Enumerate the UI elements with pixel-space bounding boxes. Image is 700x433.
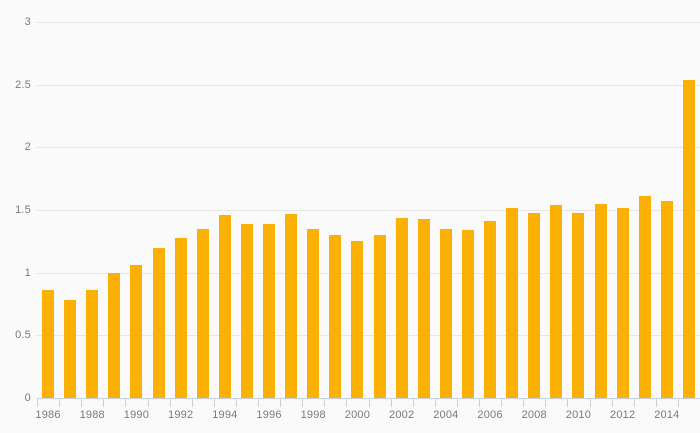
- x-axis-tick-label: 1994: [212, 409, 238, 421]
- bar[interactable]: [506, 207, 519, 398]
- x-axis-tick: [103, 398, 104, 407]
- bar[interactable]: [285, 213, 298, 398]
- y-axis-tick-label: 0: [24, 392, 31, 404]
- x-axis-tick: [346, 398, 347, 407]
- bar[interactable]: [329, 235, 342, 398]
- gridline: [37, 22, 700, 23]
- gridline: [37, 272, 700, 274]
- bar[interactable]: [64, 300, 77, 398]
- x-axis-tick: [192, 398, 193, 407]
- bar[interactable]: [439, 228, 452, 398]
- x-axis-tick: [324, 398, 325, 407]
- x-axis-tick: [413, 398, 414, 407]
- x-axis-tick: [545, 398, 546, 407]
- bar[interactable]: [528, 212, 541, 398]
- y-axis-tick-label: 1: [24, 266, 31, 279]
- x-axis-tick: [612, 398, 613, 407]
- bar[interactable]: [174, 237, 187, 398]
- gridline: [37, 210, 700, 211]
- x-axis-tick-label: 2010: [565, 409, 592, 421]
- plot-area: [37, 22, 700, 398]
- bar[interactable]: [218, 215, 231, 398]
- bar[interactable]: [638, 196, 651, 398]
- bars-layer: [37, 22, 700, 398]
- x-axis-tick: [369, 398, 370, 407]
- x-axis-ticks: [37, 398, 700, 408]
- bar[interactable]: [616, 207, 629, 398]
- bar[interactable]: [461, 230, 474, 398]
- bar[interactable]: [263, 223, 276, 398]
- bar[interactable]: [594, 203, 607, 398]
- bar[interactable]: [130, 265, 143, 398]
- x-axis-tick-label: 1988: [79, 409, 105, 421]
- x-axis-tick-label: 2002: [389, 409, 415, 421]
- bar[interactable]: [417, 218, 430, 398]
- y-axis-tick-label: 2: [24, 141, 31, 154]
- y-axis-tick-label: 0.5: [15, 329, 31, 342]
- bar[interactable]: [240, 223, 253, 398]
- bar[interactable]: [86, 290, 99, 398]
- x-axis-tick-label: 1998: [300, 409, 326, 421]
- x-axis-tick-label: 2014: [654, 409, 680, 421]
- x-axis-tick: [170, 398, 171, 407]
- x-axis-tick-label: 1996: [256, 409, 282, 421]
- bar[interactable]: [395, 217, 408, 398]
- x-axis-tick: [523, 398, 524, 407]
- x-axis-tick: [501, 398, 502, 407]
- bar[interactable]: [484, 221, 497, 398]
- bar[interactable]: [660, 201, 673, 398]
- x-axis-tick: [678, 398, 679, 407]
- x-axis-tick: [567, 398, 568, 407]
- x-axis-tick-label: 2012: [610, 409, 636, 421]
- y-axis-tick-label: 3: [24, 16, 31, 28]
- gridline: [37, 335, 700, 337]
- x-axis-tick: [391, 398, 392, 407]
- x-axis-tick: [280, 398, 281, 407]
- x-axis-tick-label: 2008: [521, 409, 547, 421]
- y-axis-tick-label: 2.5: [15, 78, 31, 91]
- x-axis-tick: [656, 398, 657, 407]
- bar[interactable]: [682, 79, 695, 398]
- x-axis-labels: 1986 1988 1990 1992 1994 1996 1998 2000 2002 2004…: [35, 409, 700, 427]
- x-axis-tick: [479, 398, 480, 407]
- x-axis-tick: [435, 398, 436, 407]
- x-axis-tick-label: 1986: [35, 409, 61, 421]
- x-axis-tick-label: 2004: [433, 409, 459, 421]
- x-axis-tick: [37, 398, 38, 407]
- bar[interactable]: [108, 272, 121, 398]
- x-axis-tick-label: 1992: [168, 409, 194, 421]
- x-axis-tick: [148, 398, 149, 407]
- x-axis-tick: [214, 398, 215, 407]
- x-axis-tick-label: 2006: [477, 409, 503, 421]
- x-axis-tick: [302, 398, 303, 407]
- x-axis-tick: [59, 398, 60, 407]
- gridline: [37, 84, 700, 86]
- x-axis-tick-label: 1990: [123, 409, 150, 421]
- bar[interactable]: [373, 235, 386, 398]
- bar[interactable]: [550, 205, 563, 398]
- y-axis: 0 0.5 1 1.5 2 2.5 3: [0, 0, 31, 433]
- bar[interactable]: [351, 241, 364, 398]
- bar[interactable]: [196, 228, 209, 398]
- bar[interactable]: [307, 228, 320, 398]
- x-axis-tick: [457, 398, 458, 407]
- x-axis-tick: [81, 398, 82, 407]
- x-axis-tick: [125, 398, 126, 407]
- x-axis-tick: [258, 398, 259, 407]
- bar[interactable]: [572, 212, 585, 398]
- x-axis-tick: [590, 398, 591, 407]
- gridline: [37, 147, 700, 149]
- x-axis-tick: [634, 398, 635, 407]
- bar[interactable]: [152, 247, 165, 398]
- bar[interactable]: [42, 290, 55, 398]
- x-axis-tick: [236, 398, 237, 407]
- x-axis-line: [37, 398, 700, 399]
- x-axis-tick-label: 2000: [344, 409, 371, 421]
- y-axis-tick-label: 1.5: [15, 204, 31, 216]
